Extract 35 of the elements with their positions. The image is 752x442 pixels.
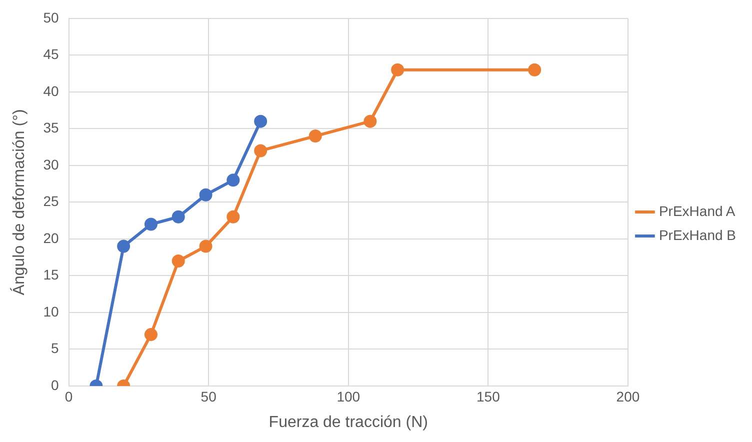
point <box>528 63 542 76</box>
x-tick-label: 200 <box>616 388 640 404</box>
y-tick-label: 50 <box>43 9 59 26</box>
point <box>226 174 240 187</box>
y-axis-title: Ángulo de deformación (°) <box>10 109 28 296</box>
y-tick-label: 35 <box>43 120 59 136</box>
point <box>254 144 268 158</box>
point <box>172 254 185 268</box>
y-tick-label: 40 <box>43 82 59 99</box>
y-tick-label: 5 <box>50 340 59 356</box>
point <box>117 240 130 253</box>
x-tick-label: 150 <box>476 388 500 404</box>
y-tick-label: 30 <box>43 156 59 172</box>
point <box>391 63 404 76</box>
legend-label: PrExHand B <box>658 226 736 243</box>
point <box>254 114 268 128</box>
x-tick-label: 0 <box>64 388 73 404</box>
y-tick-label: 15 <box>43 266 59 283</box>
point <box>199 240 212 253</box>
y-tick-label: 0 <box>50 376 59 393</box>
x-tick-label: 50 <box>200 388 217 404</box>
point <box>226 210 240 224</box>
y-tick-label: 10 <box>43 303 59 320</box>
x-axis-title: Fuerza de tracción (N) <box>268 414 428 431</box>
x-tick-label: 100 <box>336 388 360 404</box>
y-tick-label: 25 <box>43 193 59 210</box>
point <box>144 328 158 342</box>
point <box>172 210 185 224</box>
point <box>364 114 377 128</box>
point <box>308 130 322 143</box>
y-tick-label: 20 <box>43 230 59 246</box>
point <box>144 218 158 231</box>
legend-label: PrExHand A <box>658 202 736 219</box>
y-tick-label: 45 <box>43 46 59 62</box>
point <box>199 188 212 202</box>
